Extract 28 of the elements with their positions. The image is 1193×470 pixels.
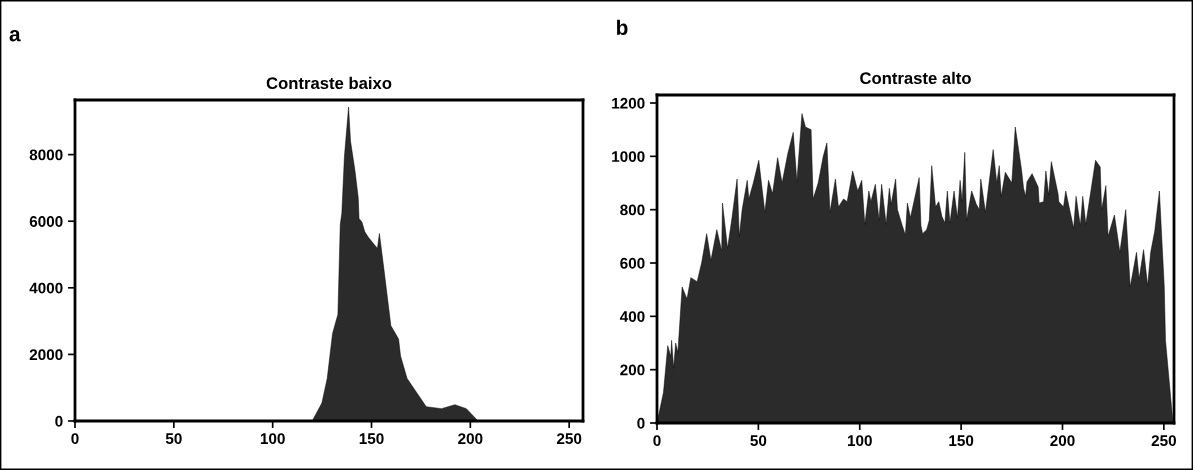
x-tick-label: 150 bbox=[949, 435, 974, 447]
chart-title: Contraste alto bbox=[860, 71, 971, 85]
x-tick-label: 250 bbox=[1151, 435, 1176, 447]
text: a bbox=[9, 29, 21, 42]
y-tick-label: 800 bbox=[620, 204, 645, 216]
x-tick-label: 200 bbox=[458, 433, 483, 445]
y-tick-label: 0 bbox=[637, 417, 645, 429]
x-tick-label: 200 bbox=[1050, 435, 1075, 447]
y-tick-label: 400 bbox=[619, 311, 645, 323]
x-tick-label: 100 bbox=[847, 435, 872, 447]
x-tick-label: 50 bbox=[750, 435, 767, 447]
chart-title: Contraste baixo bbox=[266, 76, 392, 90]
x-tick-label: 0 bbox=[71, 433, 79, 445]
y-tick-label: 0 bbox=[55, 415, 63, 427]
y-tick-label: 600 bbox=[620, 257, 645, 269]
y-tick-label: 2000 bbox=[29, 349, 63, 361]
y-tick-label: 8000 bbox=[29, 149, 63, 161]
y-tick-label: 4000 bbox=[29, 282, 63, 294]
text: b bbox=[617, 19, 628, 35]
x-tick-label: 250 bbox=[556, 433, 582, 445]
x-tick-label: 150 bbox=[359, 433, 384, 445]
x-tick-label: 0 bbox=[653, 435, 661, 447]
x-tick-label: 100 bbox=[260, 433, 285, 445]
y-tick-label: 200 bbox=[620, 364, 645, 376]
y-tick-label: 1000 bbox=[612, 151, 645, 163]
x-tick-label: 50 bbox=[165, 433, 182, 445]
y-tick-label: 1200 bbox=[612, 97, 645, 109]
y-tick-label: 6000 bbox=[29, 216, 63, 227]
